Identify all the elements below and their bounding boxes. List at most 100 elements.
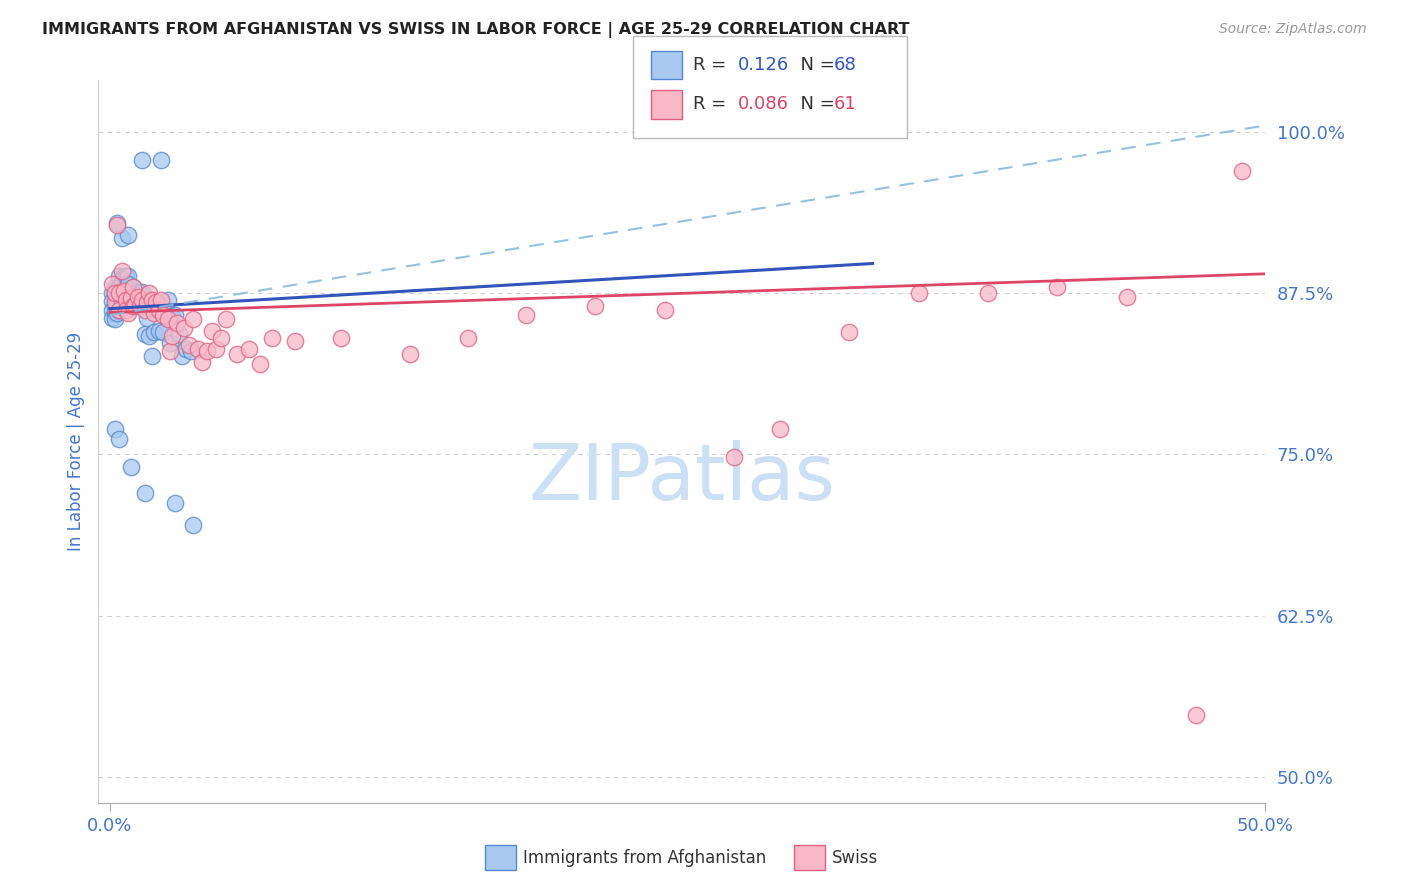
- Point: [181, 518, 204, 533]
- Point: [769, 422, 792, 436]
- Point: [101, 293, 124, 308]
- Point: [129, 299, 152, 313]
- Point: [117, 269, 139, 284]
- Point: [117, 289, 139, 303]
- Point: [141, 350, 163, 364]
- Point: [180, 344, 202, 359]
- Y-axis label: In Labor Force | Age 25-29: In Labor Force | Age 25-29: [66, 332, 84, 551]
- Point: [159, 344, 181, 359]
- Point: [174, 342, 197, 356]
- Point: [399, 347, 422, 361]
- Point: [124, 296, 146, 310]
- Point: [170, 350, 193, 364]
- Point: [104, 279, 127, 293]
- Point: [112, 281, 135, 295]
- Point: [187, 342, 209, 356]
- Text: N =: N =: [789, 95, 841, 113]
- Point: [110, 275, 132, 289]
- Point: [122, 290, 145, 304]
- Point: [155, 305, 177, 319]
- Point: [145, 301, 167, 316]
- Text: 0.086: 0.086: [738, 95, 789, 113]
- Point: [1046, 279, 1069, 293]
- Point: [457, 331, 479, 345]
- Text: N =: N =: [789, 56, 841, 74]
- Point: [110, 295, 132, 310]
- Point: [124, 298, 146, 312]
- Point: [209, 331, 232, 345]
- Point: [117, 305, 139, 319]
- Point: [214, 312, 236, 326]
- Point: [105, 282, 128, 296]
- Point: [112, 269, 135, 284]
- Point: [159, 336, 181, 351]
- Text: Source: ZipAtlas.com: Source: ZipAtlas.com: [1219, 22, 1367, 37]
- Point: [163, 308, 186, 322]
- Text: Immigrants from Afghanistan: Immigrants from Afghanistan: [523, 849, 766, 867]
- Point: [101, 310, 124, 325]
- Point: [142, 305, 165, 319]
- Point: [149, 153, 172, 168]
- Text: IMMIGRANTS FROM AFGHANISTAN VS SWISS IN LABOR FORCE | AGE 25-29 CORRELATION CHAR: IMMIGRANTS FROM AFGHANISTAN VS SWISS IN …: [42, 22, 910, 38]
- Point: [108, 279, 131, 293]
- Point: [149, 298, 172, 312]
- Point: [173, 321, 195, 335]
- Point: [131, 301, 153, 315]
- Point: [149, 293, 172, 307]
- Point: [105, 218, 128, 232]
- Point: [101, 302, 124, 317]
- Point: [136, 310, 159, 325]
- Point: [166, 316, 188, 330]
- Point: [284, 334, 307, 348]
- Point: [104, 299, 127, 313]
- Point: [101, 277, 124, 292]
- Point: [104, 286, 127, 301]
- Point: [249, 357, 271, 371]
- Point: [129, 286, 152, 301]
- Point: [101, 286, 124, 301]
- Point: [141, 293, 163, 307]
- Text: R =: R =: [693, 95, 733, 113]
- Point: [152, 308, 174, 322]
- Text: R =: R =: [693, 56, 733, 74]
- Text: ZIPatlas: ZIPatlas: [529, 440, 835, 516]
- Point: [1115, 290, 1137, 304]
- Point: [583, 299, 606, 313]
- Point: [134, 486, 156, 500]
- Point: [108, 286, 131, 301]
- Point: [515, 308, 537, 322]
- Point: [120, 291, 142, 305]
- Point: [131, 153, 153, 168]
- Point: [120, 286, 142, 301]
- Point: [115, 269, 138, 284]
- Point: [138, 286, 160, 301]
- Text: Swiss: Swiss: [832, 849, 879, 867]
- Point: [122, 299, 145, 313]
- Point: [330, 331, 353, 345]
- Point: [104, 422, 127, 436]
- Point: [110, 264, 132, 278]
- Point: [142, 325, 165, 339]
- Point: [162, 310, 184, 324]
- Point: [105, 298, 128, 312]
- Point: [110, 230, 132, 244]
- Point: [104, 305, 127, 319]
- Point: [177, 338, 200, 352]
- Point: [112, 284, 135, 298]
- Point: [163, 496, 186, 510]
- Point: [127, 285, 149, 299]
- Point: [108, 269, 131, 284]
- Point: [120, 295, 142, 310]
- Point: [117, 228, 139, 243]
- Point: [115, 293, 138, 307]
- Point: [169, 327, 191, 342]
- Point: [907, 286, 929, 301]
- Point: [112, 293, 135, 307]
- Point: [136, 295, 159, 310]
- Point: [191, 354, 214, 368]
- Point: [120, 460, 142, 475]
- Point: [108, 302, 131, 317]
- Point: [122, 279, 145, 293]
- Point: [117, 277, 139, 292]
- Point: [105, 290, 128, 304]
